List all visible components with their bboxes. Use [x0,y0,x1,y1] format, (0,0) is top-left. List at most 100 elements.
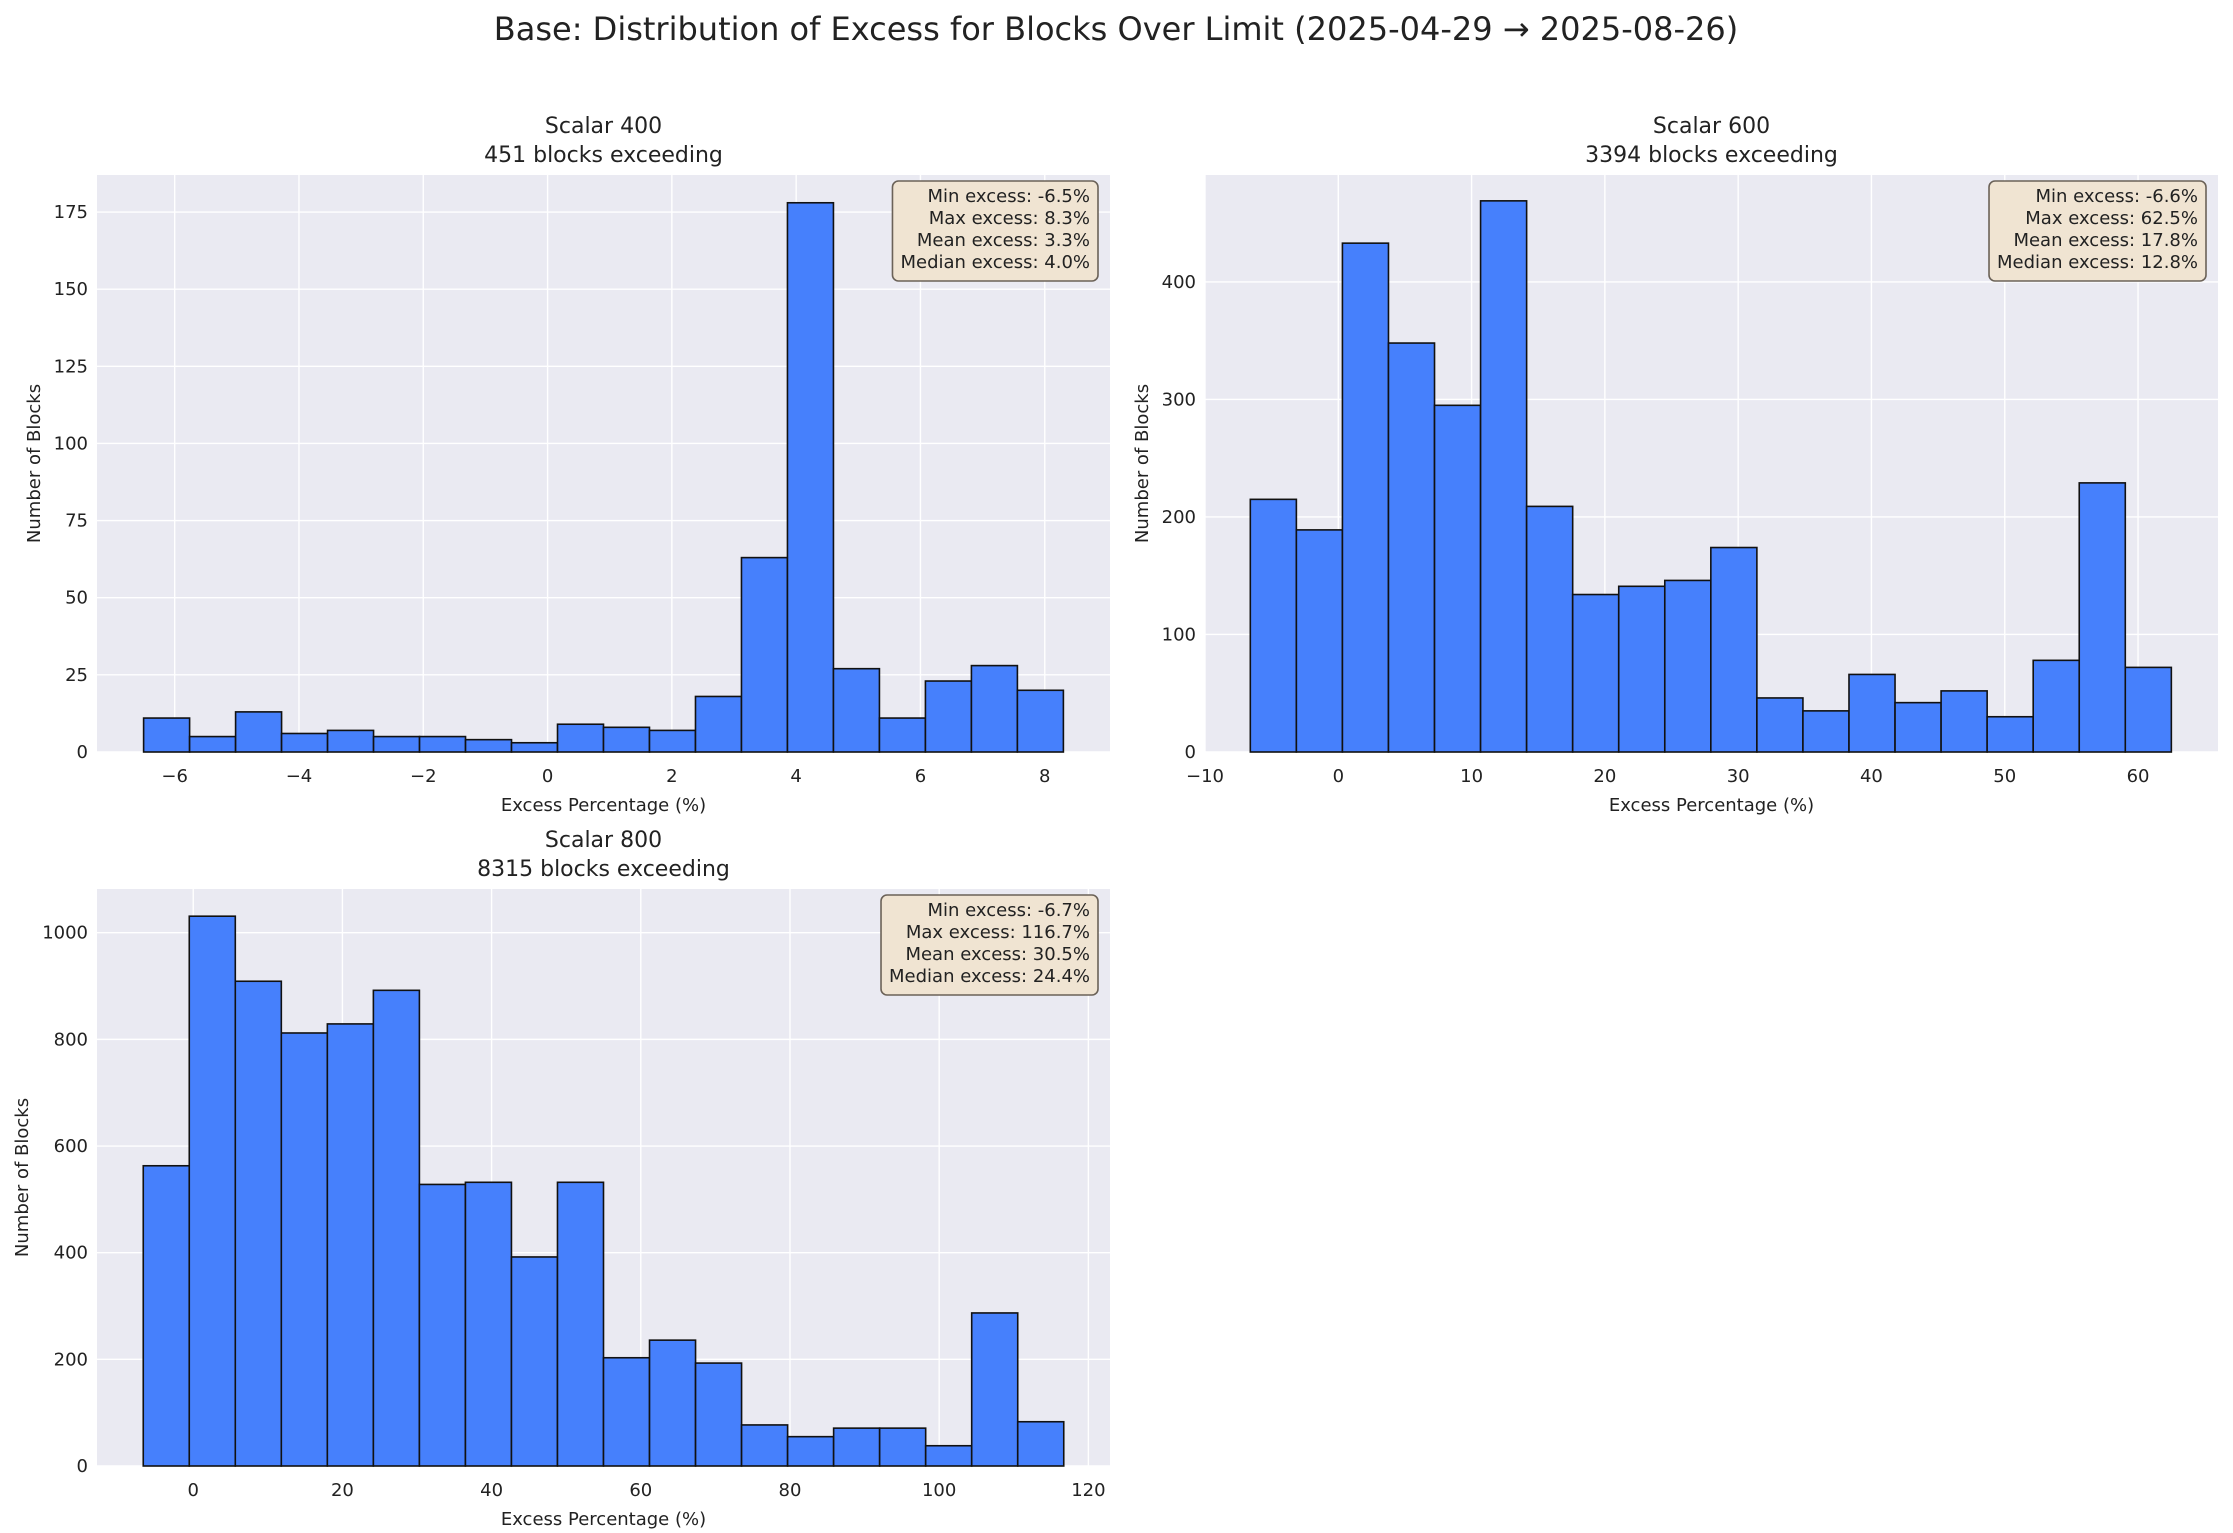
chart-title: Scalar 800 [545,828,662,853]
x-tick-label: 6 [915,766,926,787]
x-axis-label: Excess Percentage (%) [1609,795,1814,816]
stats-line: Min excess: -6.5% [928,186,1091,207]
x-tick-label: −6 [161,766,188,787]
histogram-bar [1940,690,1988,753]
histogram-bar [326,729,375,753]
y-axis-label: Number of Blocks [24,384,45,543]
y-tick-label: 400 [54,1243,88,1264]
histogram-bar [1848,673,1896,753]
histogram-bar [786,1435,835,1467]
histogram-bar [1016,1420,1065,1467]
histogram-bar [648,1339,697,1467]
histogram-bar [372,989,421,1467]
chart-subtitle: 3394 blocks exceeding [1585,143,1838,168]
y-axis-label: Number of Blocks [12,1098,33,1257]
stats-line: Median excess: 12.8% [1997,252,2198,273]
x-tick-label: 30 [1727,766,1750,787]
histogram-bar [786,201,835,753]
histogram-bar [970,664,1019,753]
histogram-bar [2032,659,2081,753]
stats-line: Mean excess: 3.3% [917,230,1090,251]
x-axis-label: Excess Percentage (%) [501,1509,706,1530]
x-tick-label: 0 [1333,766,1344,787]
histogram-bar [740,1424,789,1467]
y-tick-label: 1000 [42,923,88,944]
y-tick-label: 200 [1162,507,1196,528]
y-tick-label: 125 [54,356,88,377]
y-tick-label: 300 [1162,389,1196,410]
stats-line: Max excess: 62.5% [2025,208,2198,229]
histogram-bar [556,1181,605,1467]
histogram-bar [234,711,283,753]
histogram-bar [832,667,881,753]
histogram-bar [1663,579,1712,753]
histogram-bar [372,735,421,753]
histogram-bar [1479,200,1528,753]
histogram-bar [1295,529,1344,753]
histogram-bar [602,726,651,753]
x-tick-label: 40 [1860,766,1883,787]
chart-subtitle: 8315 blocks exceeding [477,857,730,882]
x-tick-label: 80 [779,1480,802,1501]
histogram-bar [510,1256,559,1467]
x-tick-label: 50 [1993,766,2016,787]
histogram-bar [694,695,743,753]
x-tick-label: 60 [629,1480,652,1501]
y-tick-label: 25 [65,665,88,686]
x-tick-label: 60 [2127,766,2150,787]
histogram-bar [188,735,237,753]
chart-panel-2: −10 0 10 20 30 40 50 60 0 100 200 300 400 Scalar 600 3… [1132,114,2218,816]
chart-subtitle: 451 blocks exceeding [484,143,723,168]
x-tick-label: 100 [922,1480,956,1501]
x-tick-label: 120 [1071,1480,1105,1501]
x-tick-label: −2 [410,766,437,787]
y-tick-label: 50 [65,588,88,609]
histogram-bar [878,717,927,753]
histogram-bar [326,1023,375,1467]
chart-title: Scalar 400 [545,114,662,139]
histogram-bar [464,1181,513,1467]
y-axis-label: Number of Blocks [1132,384,1153,543]
histogram-bar [188,915,237,1467]
histogram-bar [464,738,513,753]
histogram-bar [1433,404,1482,753]
y-tick-label: 100 [1162,624,1196,645]
y-tick-label: 100 [54,433,88,454]
x-axis-label: Excess Percentage (%) [501,795,706,816]
y-tick-label: 0 [77,742,88,763]
stats-line: Mean excess: 30.5% [905,944,1090,965]
y-tick-label: 800 [54,1029,88,1050]
histogram-bar [1617,585,1666,753]
histogram-bar [1016,689,1065,753]
histogram-bar [694,1362,743,1467]
y-tick-label: 200 [54,1349,88,1370]
x-tick-label: 10 [1460,766,1483,787]
histogram-bar [970,1312,1019,1467]
figure-suptitle: Base: Distribution of Excess for Blocks … [494,10,1738,48]
chart-title: Scalar 600 [1653,114,1770,139]
y-tick-label: 400 [1162,272,1196,293]
stats-line: Max excess: 8.3% [929,208,1090,229]
histogram-bar [1525,505,1574,753]
stats-line: Min excess: -6.7% [928,900,1091,921]
stats-box [880,894,1099,996]
histogram-bar [142,717,191,753]
histogram-bar [740,556,789,753]
stats-box [891,180,1099,282]
stats-box [1988,180,2207,282]
stats-line: Median excess: 24.4% [889,966,1090,987]
stats-line: Min excess: -6.6% [2036,186,2199,207]
histogram-bar [878,1427,927,1467]
x-tick-label: 0 [542,766,553,787]
stats-line: Max excess: 116.7% [906,922,1090,943]
x-tick-label: 4 [790,766,801,787]
y-tick-label: 175 [54,202,88,223]
y-tick-label: 0 [77,1456,88,1477]
stats-line: Median excess: 4.0% [900,252,1090,273]
x-tick-label: −4 [286,766,313,787]
histogram-bar [1756,697,1804,753]
histogram-bar [2078,482,2127,753]
x-tick-label: 20 [331,1480,354,1501]
histogram-bar [2124,666,2173,753]
